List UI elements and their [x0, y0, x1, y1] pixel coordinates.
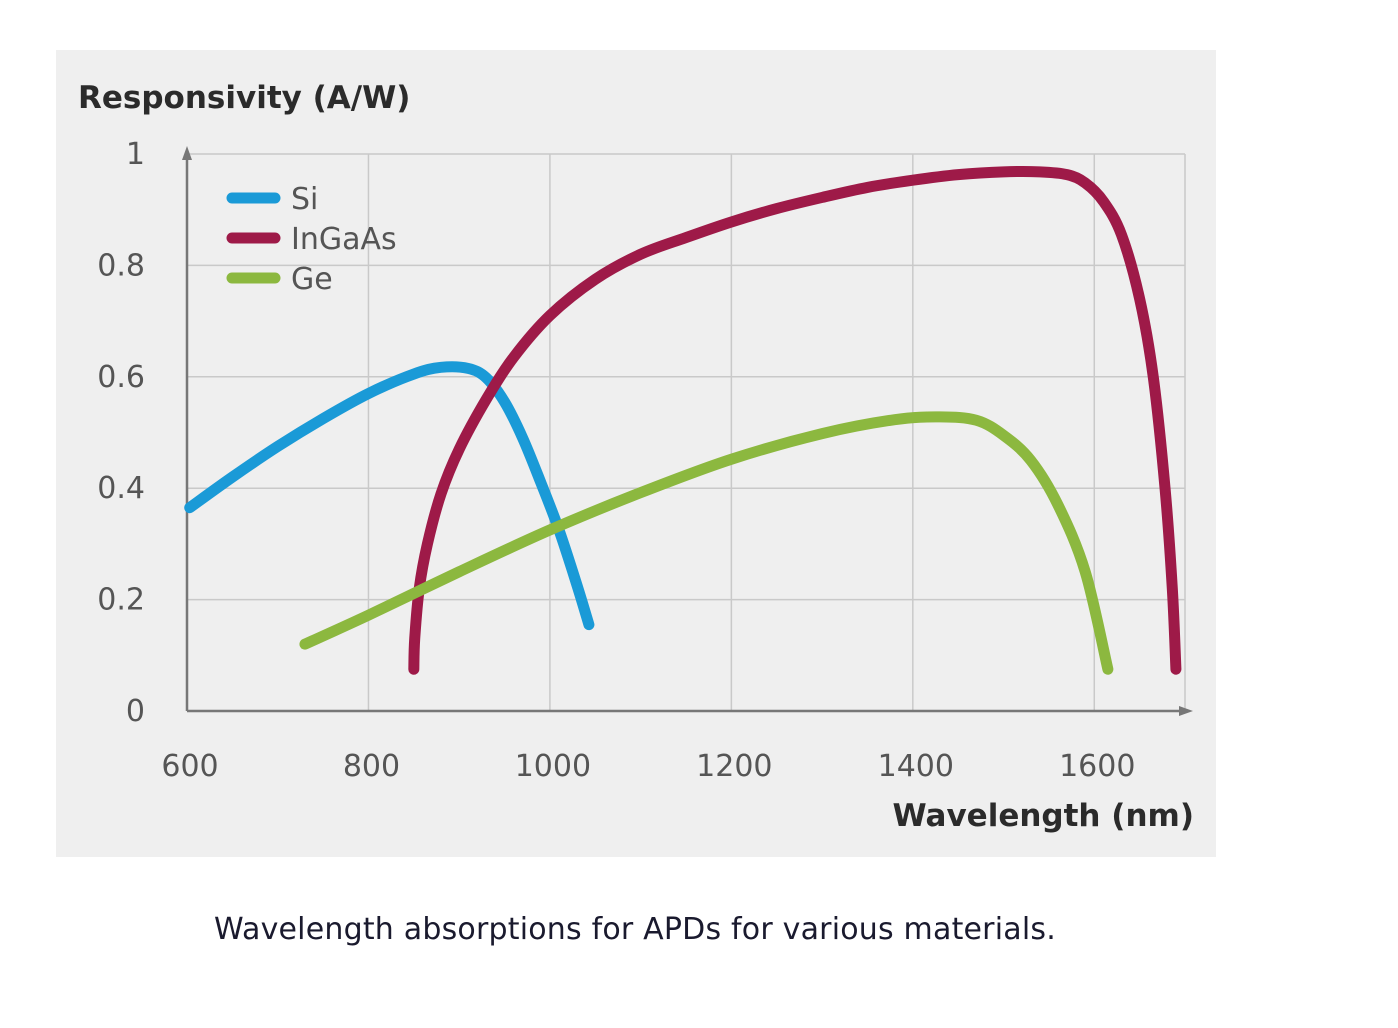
x-tick-label: 800 — [343, 749, 400, 784]
y-tick-label: 0.6 — [97, 360, 145, 395]
legend-label-ge: Ge — [291, 262, 333, 297]
axis-layer — [182, 146, 1193, 716]
y-tick-label: 0.4 — [97, 471, 145, 506]
x-tick-label: 1600 — [1059, 749, 1135, 784]
x-axis-arrow — [1179, 706, 1193, 716]
y-axis-arrow — [182, 146, 192, 160]
legend: Si InGaAs Ge — [226, 182, 397, 297]
x-axis-title: Wavelength (nm) — [892, 798, 1194, 834]
series-line-ge — [299, 411, 1114, 675]
x-tick-label: 1000 — [515, 749, 591, 784]
y-tick-label: 0 — [126, 694, 145, 729]
legend-label-ingaas: InGaAs — [291, 222, 397, 257]
series-line-ingaas — [408, 165, 1182, 675]
legend-label-si: Si — [291, 182, 318, 217]
y-tick-label: 1 — [126, 137, 145, 172]
y-tick-label: 0.2 — [97, 583, 145, 618]
x-tick-label: 600 — [161, 749, 218, 784]
y-tick-label: 0.8 — [97, 248, 145, 283]
series-line-si — [184, 361, 595, 631]
series-layer — [184, 165, 1182, 675]
x-tick-label: 1400 — [878, 749, 954, 784]
x-tick-label: 1200 — [696, 749, 772, 784]
figure-caption: Wavelength absorptions for APDs for vari… — [214, 912, 1056, 947]
y-axis-title: Responsivity (A/W) — [78, 80, 410, 116]
